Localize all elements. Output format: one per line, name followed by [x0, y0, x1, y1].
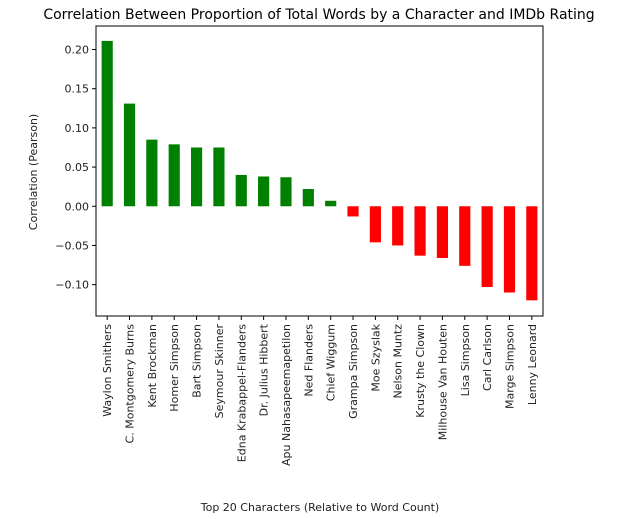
x-tick-label: Lenny Leonard	[526, 324, 539, 405]
x-axis-label: Top 20 Characters (Relative to Word Coun…	[200, 501, 440, 514]
x-axis-ticks: Waylon Smithers C. Montgomery Burns Kent B…	[101, 316, 539, 466]
bar	[235, 174, 247, 207]
bar	[123, 103, 136, 207]
bar	[436, 206, 449, 258]
bar	[459, 206, 471, 266]
bar	[101, 40, 113, 207]
x-tick-label: Dr. Julius Hibbert	[258, 323, 271, 416]
bar	[392, 206, 404, 246]
x-tick-label: Nelson Muntz	[392, 324, 405, 399]
x-tick-label: Grampa Simpson	[347, 324, 360, 419]
plot-frame	[95, 25, 544, 317]
x-tick-label: Chief Wiggum	[325, 324, 338, 401]
y-tick-label: 0.00	[65, 200, 90, 213]
bar	[503, 206, 516, 293]
x-tick-label: Krusty the Clown	[414, 324, 427, 418]
bars-group	[101, 40, 538, 301]
bar	[213, 147, 225, 207]
x-tick-label: Marge Simpson	[503, 324, 516, 409]
bar	[481, 206, 493, 287]
y-tick-label: 0.15	[65, 83, 90, 96]
x-tick-label: C. Montgomery Burns	[124, 324, 137, 444]
bar	[369, 206, 381, 243]
x-tick-label: Ned Flanders	[302, 324, 315, 397]
x-tick-label: Homer Simpson	[168, 324, 181, 412]
y-tick-label: 0.05	[65, 161, 90, 174]
x-tick-label: Carl Carlson	[481, 324, 494, 391]
bar	[190, 147, 203, 207]
y-tick-label: −0.10	[55, 279, 89, 292]
bar	[325, 200, 337, 207]
x-tick-label: Lisa Simpson	[459, 324, 472, 396]
y-tick-label: 0.20	[65, 44, 90, 57]
bar	[168, 144, 180, 207]
y-tick-label: −0.05	[55, 239, 89, 252]
y-tick-label: 0.10	[65, 122, 90, 135]
bar	[258, 176, 270, 207]
x-tick-label: Seymour Skinner	[213, 324, 226, 419]
chart-title: Correlation Between Proportion of Total …	[43, 7, 594, 23]
y-axis-label: Correlation (Pearson)	[27, 114, 40, 230]
x-tick-label: Bart Simpson	[191, 324, 204, 398]
y-axis-ticks: 0.20 0.15 0.10 0.05 0.00 −0.05 −0.10	[55, 44, 96, 292]
x-tick-label: Milhouse Van Houten	[436, 324, 449, 440]
bar	[302, 189, 314, 207]
x-tick-label: Waylon Smithers	[101, 324, 114, 417]
bar	[146, 139, 158, 207]
bar	[526, 206, 538, 301]
bar	[280, 177, 292, 207]
x-tick-label: Kent Brockman	[146, 324, 159, 408]
bar	[347, 206, 359, 217]
x-tick-label: Moe Szyslak	[369, 323, 382, 391]
x-tick-label: Edna Krabappel-Flanders	[235, 324, 248, 462]
x-tick-label: Apu Nahasapeemapetilon	[280, 324, 293, 466]
bar	[414, 206, 426, 256]
